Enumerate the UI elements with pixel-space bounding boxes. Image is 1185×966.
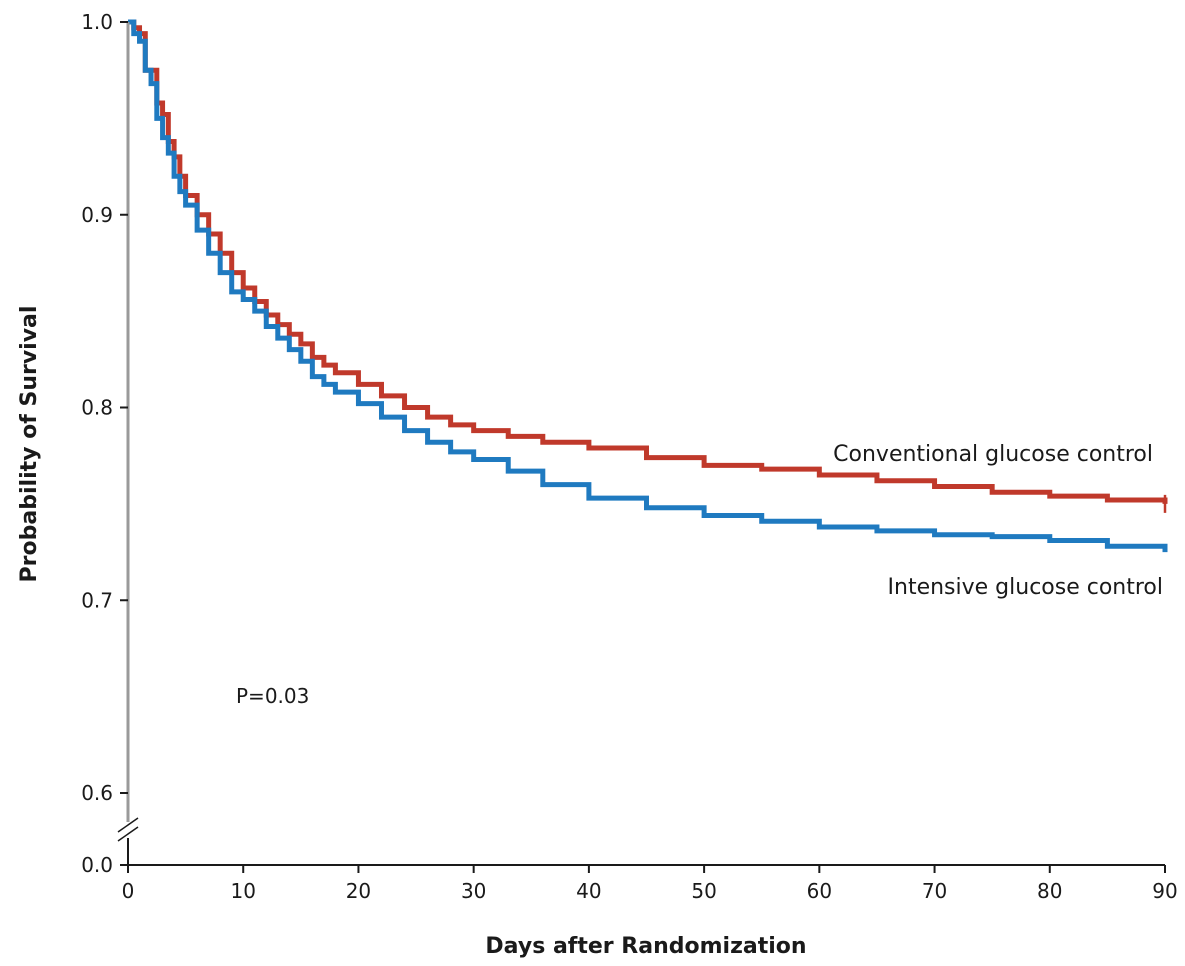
x-axis-title: Days after Randomization <box>485 934 806 959</box>
x-tick-label: 30 <box>461 879 486 903</box>
x-tick-label: 0 <box>122 879 135 903</box>
y-tick-label: 0.9 <box>81 203 113 227</box>
y-tick-label: 0.6 <box>81 781 113 805</box>
y-tick-label: 0.0 <box>81 853 113 877</box>
y-tick-label: 1.0 <box>81 10 113 34</box>
series-label-intensive: Intensive glucose control <box>888 575 1163 600</box>
p-value-annotation: P=0.03 <box>236 684 309 708</box>
x-tick-label: 40 <box>576 879 601 903</box>
series-line-conventional <box>128 19 1168 504</box>
curves-layer <box>128 19 1168 553</box>
x-ticks: 0 10 20 30 40 50 60 70 80 90 <box>122 865 1178 903</box>
x-tick-label: 90 <box>1152 879 1177 903</box>
x-tick-label: 10 <box>230 879 255 903</box>
x-tick-label: 70 <box>922 879 947 903</box>
y-tick-label: 0.7 <box>81 588 113 612</box>
axes-layer: 0 10 20 30 40 50 60 70 80 90 0.0 0.6 0.7 0.8 0.9 1.0 D… <box>17 10 1178 959</box>
x-tick-label: 20 <box>346 879 371 903</box>
x-tick-label: 60 <box>807 879 832 903</box>
axis-break-icon <box>117 817 139 842</box>
series-line-intensive <box>128 19 1168 553</box>
series-label-conventional: Conventional glucose control <box>833 442 1153 467</box>
y-ticks: 0.0 0.6 0.7 0.8 0.9 1.0 <box>81 10 128 877</box>
y-tick-label: 0.8 <box>81 396 113 420</box>
x-tick-label: 80 <box>1037 879 1062 903</box>
x-tick-label: 50 <box>691 879 716 903</box>
y-axis-title: Probability of Survival <box>17 306 42 583</box>
